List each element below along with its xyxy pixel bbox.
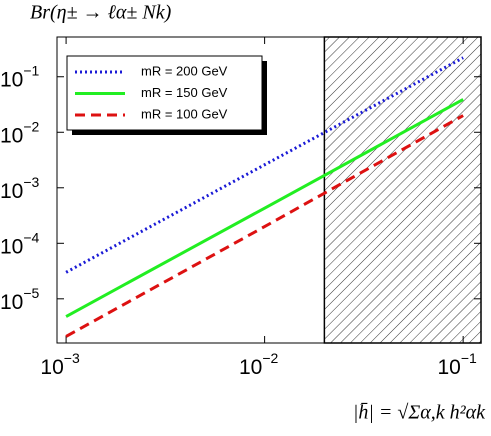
series-line [65,98,464,318]
y-tick-label: 10−3 [0,173,40,202]
legend-label: mR = 200 GeV [141,63,228,78]
y-tick-base: 10 [0,235,23,258]
legend-label: mR = 100 GeV [141,106,228,121]
x-tick-label: 10−2 [239,350,279,379]
x-tick-label: 10−1 [437,350,477,379]
y-tick-base: 10 [0,124,23,147]
x-tick-exponent: −3 [64,350,80,366]
y-tick-base: 10 [0,179,23,202]
legend-label: mR = 150 GeV [141,85,228,100]
x-tick-base: 10 [40,356,63,379]
x-tick-base: 10 [437,356,460,379]
y-tick-base: 10 [0,290,23,313]
series-line [65,56,464,274]
x-tick-exponent: −1 [461,350,477,366]
excluded-region [323,36,482,344]
plot-frame [56,36,482,344]
y-tick-exponent: −4 [23,229,39,245]
y-tick-label: 10−5 [0,285,40,314]
y-tick-base: 10 [0,68,23,91]
x-tick-base: 10 [239,356,262,379]
y-tick-label: 10−2 [0,118,40,147]
y-tick-label: 10−1 [0,62,40,91]
y-tick-exponent: −2 [23,118,39,134]
y-tick-exponent: −1 [23,62,39,78]
y-tick-exponent: −3 [23,173,39,189]
y-tick-exponent: −5 [23,285,39,301]
series-line [65,114,464,338]
x-tick-label: 10−3 [40,350,80,379]
plot-lines [65,56,464,338]
chart-title: Br(η± → ℓα± Nk) [30,2,172,24]
y-tick-label: 10−4 [0,229,40,258]
x-tick-exponent: −2 [262,350,278,366]
x-axis-label: |h̄| = √Σα,k h²αk [353,402,486,424]
